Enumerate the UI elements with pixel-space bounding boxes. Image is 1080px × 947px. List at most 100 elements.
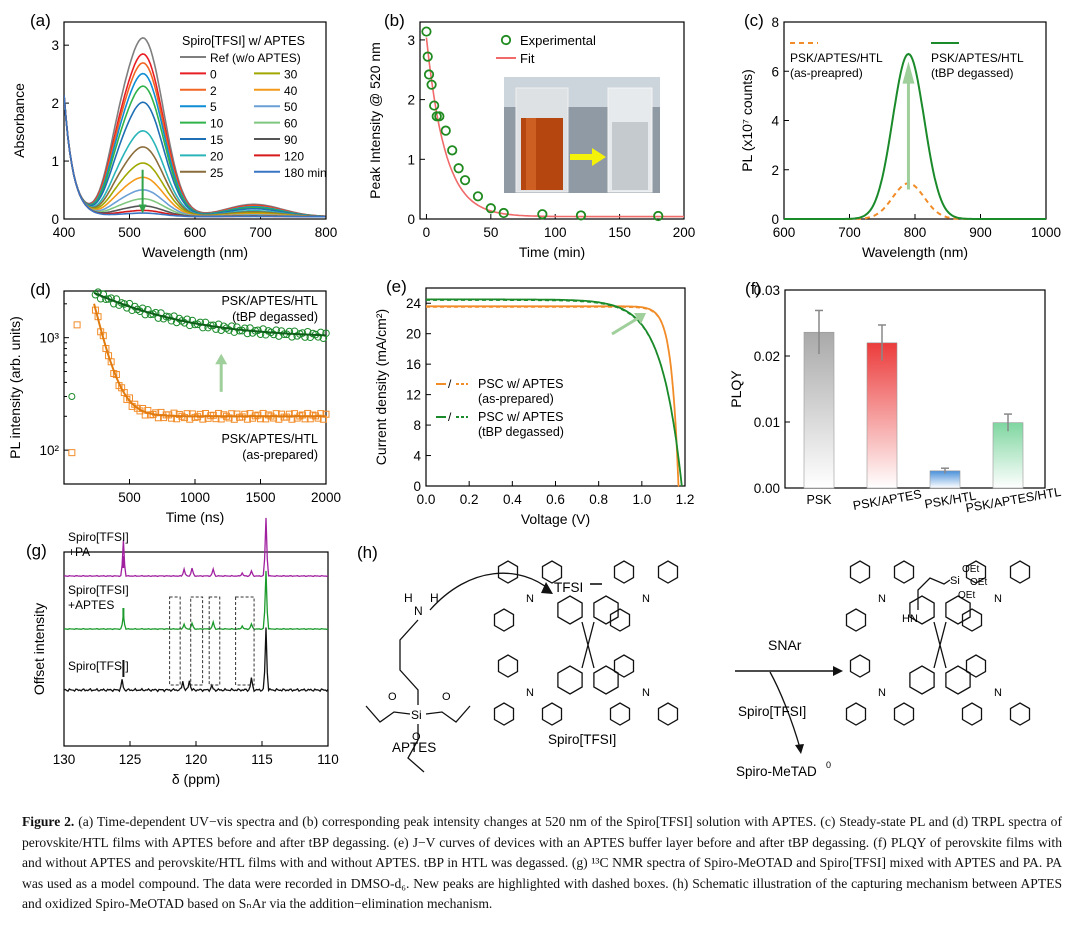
- side-arrow: [769, 671, 801, 749]
- plot-frame: [63, 551, 329, 747]
- data-point: [422, 51, 433, 62]
- series-line: [784, 52, 1046, 220]
- legend-sep: /: [448, 410, 452, 424]
- x-tick-label: 500: [118, 225, 141, 240]
- anisyl-ring: [541, 560, 563, 584]
- x-tick-label: 100: [544, 225, 567, 240]
- legend-entry: 90: [284, 133, 298, 147]
- panel-label: (e): [386, 277, 407, 296]
- x-axis-label: Time (ns): [166, 509, 225, 525]
- atom-label: Si: [950, 575, 960, 587]
- data-point: [68, 449, 76, 457]
- data-point: [434, 111, 445, 122]
- bar: [992, 422, 1024, 489]
- atom-label: N: [414, 604, 423, 618]
- nmr-trace: [63, 627, 329, 693]
- atom-label: O: [442, 691, 451, 703]
- atom-label: Si: [411, 708, 422, 722]
- anisyl-ring: [497, 654, 519, 678]
- fluorene-ring: [557, 665, 583, 695]
- propyl-chain: [399, 619, 419, 705]
- anisyl-ring: [609, 608, 631, 632]
- legend-entry: 60: [284, 117, 298, 131]
- atom-label: N: [526, 593, 534, 605]
- caption-text: (a) Time-dependent UV−vis spectra and (b…: [22, 814, 1062, 912]
- anisyl-ring: [849, 560, 871, 584]
- plot-frame: [784, 289, 1046, 489]
- y-axis-label: Peak Intensity @ 520 nm: [367, 42, 383, 199]
- legend-entry: Fit: [520, 51, 535, 66]
- anisyl-ring: [493, 608, 515, 632]
- data-point: [269, 330, 278, 339]
- series-line: [784, 182, 1046, 220]
- trend-arrowhead: [902, 61, 915, 84]
- y-tick-label: 0.03: [754, 283, 780, 298]
- arrow-head: [592, 148, 606, 166]
- y-tick-label: 0: [407, 212, 415, 227]
- fit-line: [93, 291, 326, 337]
- anisyl-ring: [497, 560, 519, 584]
- legend-sep: /: [448, 377, 452, 391]
- spiro-bonds: [933, 621, 947, 669]
- data-point: [485, 203, 496, 214]
- atom-label: O: [388, 691, 397, 703]
- reagent-label: Spiro[TFSI]: [738, 704, 806, 719]
- legend-entry: PSK/APTES/HTL: [931, 51, 1024, 65]
- x-tick-label: PSK/APTES: [852, 487, 923, 513]
- reaction-label: SNAr: [768, 637, 802, 653]
- y-tick-label: 10³: [39, 331, 59, 346]
- legend-entry: (as-preapred): [790, 66, 863, 80]
- panel-b: (b) 0 50 100 150 200 0 1 2 3 Time (min) Peak Intens…: [367, 11, 695, 260]
- panel-e: (e) 0.0 0.2 0.4 0.6 0.8 1.0 1.2 0 4 8 12 16 20 24 Volta…: [373, 277, 694, 527]
- series-line: [64, 94, 326, 218]
- data-point: [472, 191, 484, 202]
- side-arrowhead: [795, 744, 804, 754]
- data-point: [653, 210, 664, 222]
- data-point: [68, 392, 76, 400]
- panel-label: (f): [745, 279, 761, 298]
- atom-label: N: [994, 593, 1002, 605]
- legend-entry: 40: [284, 84, 298, 98]
- anisyl-ring: [613, 654, 635, 678]
- y-tick-label: 0: [771, 212, 779, 227]
- data-point: [225, 326, 233, 334]
- atom-label: N: [526, 687, 534, 699]
- y-tick-label: 0: [51, 212, 59, 227]
- spiro-bonds: [581, 621, 595, 669]
- legend-entry: 10: [210, 117, 224, 131]
- x-tick-label: 500: [118, 490, 141, 505]
- y-tick-label: 8: [771, 15, 779, 30]
- anisyl-ring: [541, 702, 563, 726]
- x-axis-label: Time (min): [519, 244, 585, 260]
- x-tick-label: 600: [773, 225, 796, 240]
- trend-arrowhead: [138, 204, 147, 214]
- y-tick-label: 16: [406, 357, 421, 372]
- x-tick-label: 800: [315, 225, 338, 240]
- data-point: [73, 321, 81, 329]
- atom-label: N: [878, 593, 886, 605]
- y-tick-label: 24: [406, 296, 422, 311]
- data-point: [426, 79, 437, 90]
- highlight-box: [190, 596, 204, 686]
- x-tick-label: PSK/APTES/HTL: [965, 485, 1063, 516]
- data-point: [440, 125, 451, 136]
- legend-entry: 180 min: [284, 166, 327, 180]
- legend-entry: Ref (w/o APTES): [210, 51, 301, 65]
- y-axis-label: PLQY: [728, 370, 744, 408]
- anisyl-ring: [493, 702, 515, 726]
- highlight-box: [208, 596, 221, 686]
- fluorene-ring: [593, 595, 619, 625]
- ethoxy-bonds: [365, 705, 471, 773]
- panel-g: (g) 130 125 120 115 110 δ (ppm) Offset intensit…: [26, 517, 339, 787]
- trace-label: Spiro[TFSI]: [68, 530, 129, 544]
- atom-label: N: [878, 687, 886, 699]
- panel-label: (g): [26, 541, 47, 560]
- attack-arrowhead: [541, 582, 553, 594]
- propyl-chain: [917, 577, 951, 610]
- y-tick-label: 3: [407, 33, 415, 48]
- arrow-shaft: [570, 154, 594, 160]
- panel-label: (a): [30, 11, 51, 30]
- legend-entry: 50: [284, 100, 298, 114]
- anisyl-ring: [893, 560, 915, 584]
